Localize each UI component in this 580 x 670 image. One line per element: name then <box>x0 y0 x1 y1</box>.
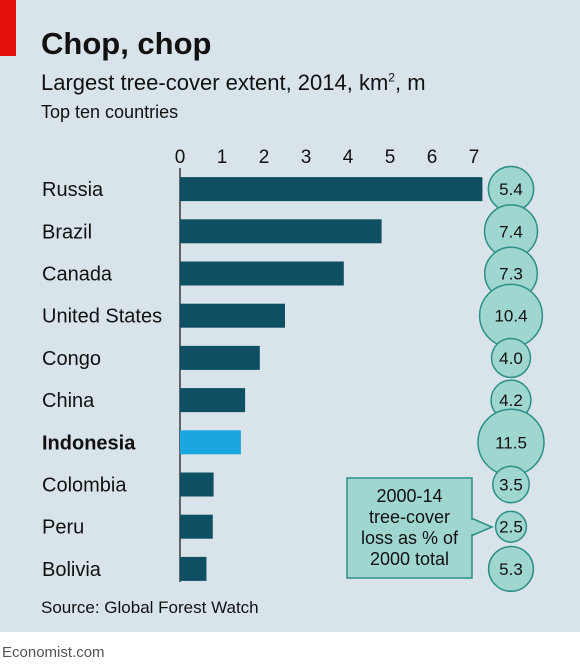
loss-bubble <box>492 465 530 504</box>
x-tick-label: 0 <box>175 147 186 168</box>
subtitle-superscript: 2 <box>388 70 395 85</box>
category-label: Indonesia <box>42 432 136 454</box>
category-label: Peru <box>42 517 84 539</box>
x-tick-label: 6 <box>427 147 438 168</box>
loss-value-label: 2.5 <box>499 518 523 537</box>
chart-subtitle: Largest tree-cover extent, 2014, km2, m <box>41 70 426 96</box>
category-label: Brazil <box>42 221 92 243</box>
loss-bubble <box>487 545 535 593</box>
bar <box>180 177 483 202</box>
x-tick-label: 5 <box>385 147 396 168</box>
category-label: Russia <box>42 179 104 201</box>
loss-value-label: 4.0 <box>499 349 523 368</box>
x-tick-label: 3 <box>301 147 312 168</box>
loss-value-label: 7.3 <box>499 265 523 284</box>
category-label: United States <box>42 306 162 328</box>
annotation-joint <box>469 520 473 534</box>
subtitle-unit: , m <box>394 70 426 95</box>
brand-label: Economist.com <box>2 644 105 661</box>
bar <box>180 472 214 497</box>
subtitle-text: Largest tree-cover extent, 2014, km <box>41 70 389 95</box>
x-tick-label: 1 <box>217 147 228 168</box>
loss-bubble <box>490 337 532 379</box>
category-label: Bolivia <box>42 559 102 581</box>
loss-value-label: 10.4 <box>494 307 527 326</box>
x-tick-label: 7 <box>469 147 480 168</box>
bar <box>180 219 382 244</box>
bar-chart: 0 1 2 3 4 5 6 7 Russia Brazil Canada United States C… <box>42 147 545 593</box>
annotation-box <box>346 477 473 579</box>
loss-value-label: 4.2 <box>499 391 523 410</box>
source-note: Source: Global Forest Watch <box>41 598 259 617</box>
annotation-line: loss as % of <box>361 528 459 548</box>
loss-bubble <box>494 510 528 543</box>
annotation-line: 2000 total <box>370 549 449 569</box>
bar <box>180 430 241 455</box>
annotation-pointer <box>470 516 494 538</box>
bar <box>180 303 285 328</box>
loss-value-label: 5.3 <box>499 560 523 579</box>
x-tick-label: 2 <box>259 147 270 168</box>
loss-value-label: 11.5 <box>495 433 527 452</box>
category-label: Colombia <box>42 475 127 497</box>
annotation-line: 2000-14 <box>376 486 442 506</box>
annotation-line: tree-cover <box>369 507 450 527</box>
x-tick-label: 4 <box>343 147 354 168</box>
bar <box>180 514 213 539</box>
bar <box>180 556 207 581</box>
category-label: Canada <box>42 264 113 286</box>
bar <box>180 345 260 370</box>
loss-value-label: 5.4 <box>499 180 523 199</box>
loss-value-label: 3.5 <box>499 476 523 495</box>
chart-subsubtitle: Top ten countries <box>41 102 179 122</box>
category-label: China <box>42 390 95 412</box>
loss-value-label: 7.4 <box>499 222 523 241</box>
bar <box>180 388 246 413</box>
bar <box>180 261 344 286</box>
chart-title: Chop, chop <box>41 26 212 61</box>
red-tag <box>0 0 16 56</box>
category-label: Congo <box>42 348 101 370</box>
